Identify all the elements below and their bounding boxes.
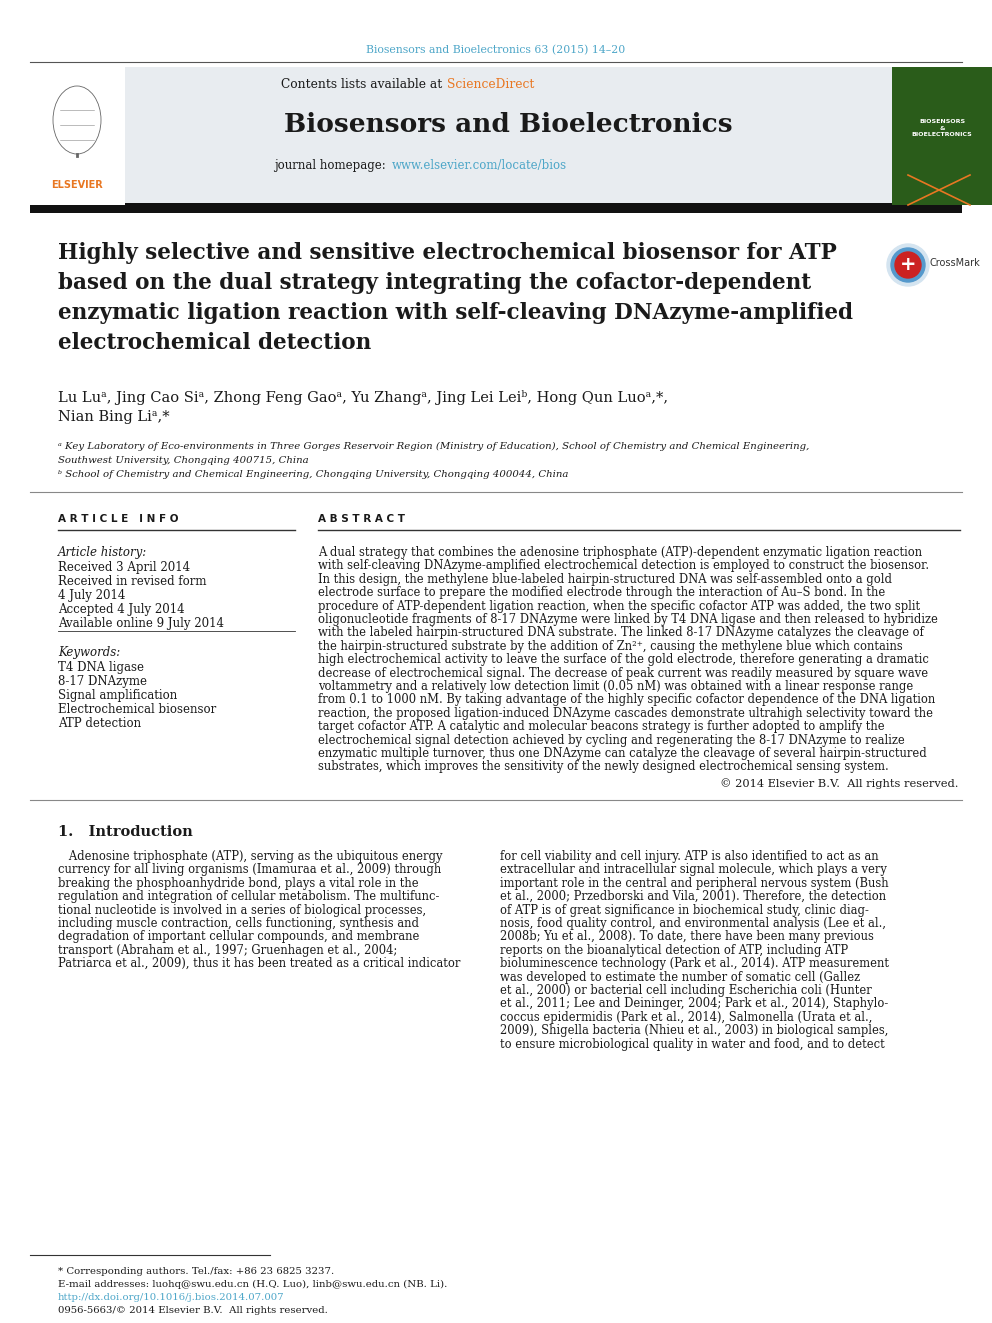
Text: regulation and integration of cellular metabolism. The multifunc-: regulation and integration of cellular m… — [58, 890, 439, 904]
Text: 8-17 DNAzyme: 8-17 DNAzyme — [58, 675, 147, 688]
Circle shape — [887, 243, 929, 286]
Text: 1.   Introduction: 1. Introduction — [58, 826, 192, 839]
Circle shape — [891, 247, 925, 282]
Text: Signal amplification: Signal amplification — [58, 689, 178, 703]
Text: reports on the bioanalytical detection of ATP, including ATP: reports on the bioanalytical detection o… — [500, 943, 848, 957]
Text: bioluminescence technology (Park et al., 2014). ATP measurement: bioluminescence technology (Park et al.,… — [500, 958, 889, 970]
Text: Keywords:: Keywords: — [58, 646, 120, 659]
Text: A dual strategy that combines the adenosine triphosphate (ATP)-dependent enzymat: A dual strategy that combines the adenos… — [318, 546, 923, 560]
Text: decrease of electrochemical signal. The decrease of peak current was readily mea: decrease of electrochemical signal. The … — [318, 667, 929, 680]
Bar — [30, 67, 125, 205]
Text: E-mail addresses: luohq@swu.edu.cn (H.Q. Luo), linb@swu.edu.cn (NB. Li).: E-mail addresses: luohq@swu.edu.cn (H.Q.… — [58, 1279, 447, 1289]
Text: et al., 2000) or bacterial cell including Escherichia coli (Hunter: et al., 2000) or bacterial cell includin… — [500, 984, 872, 998]
Text: In this design, the methylene blue-labeled hairpin-structured DNA was self-assem: In this design, the methylene blue-label… — [318, 573, 892, 586]
Text: electrochemical detection: electrochemical detection — [58, 332, 371, 355]
Text: ATP detection: ATP detection — [58, 717, 141, 730]
Text: with self-cleaving DNAzyme-amplified electrochemical detection is employed to co: with self-cleaving DNAzyme-amplified ele… — [318, 560, 930, 573]
Text: journal homepage:: journal homepage: — [275, 159, 390, 172]
Text: ELSEVIER: ELSEVIER — [52, 180, 103, 191]
Text: T4 DNA ligase: T4 DNA ligase — [58, 662, 144, 673]
Text: Southwest University, Chongqing 400715, China: Southwest University, Chongqing 400715, … — [58, 456, 309, 464]
Circle shape — [895, 251, 921, 278]
Text: Biosensors and Bioelectronics 63 (2015) 14–20: Biosensors and Bioelectronics 63 (2015) … — [366, 45, 626, 56]
Text: Article history:: Article history: — [58, 546, 147, 560]
Text: of ATP is of great significance in biochemical study, clinic diag-: of ATP is of great significance in bioch… — [500, 904, 869, 917]
Text: electrode surface to prepare the modified electrode through the interaction of A: electrode surface to prepare the modifie… — [318, 586, 885, 599]
Text: breaking the phosphoanhydride bond, plays a vital role in the: breaking the phosphoanhydride bond, play… — [58, 877, 419, 890]
Text: Received 3 April 2014: Received 3 April 2014 — [58, 561, 190, 574]
Text: coccus epidermidis (Park et al., 2014), Salmonella (Urata et al.,: coccus epidermidis (Park et al., 2014), … — [500, 1011, 872, 1024]
Text: * Corresponding authors. Tel./fax: +86 23 6825 3237.: * Corresponding authors. Tel./fax: +86 2… — [58, 1267, 334, 1275]
Text: A R T I C L E   I N F O: A R T I C L E I N F O — [58, 515, 179, 524]
Text: extracellular and intracellular signal molecule, which plays a very: extracellular and intracellular signal m… — [500, 864, 887, 876]
Text: BIOSENSORS
&
BIOELECTRONICS: BIOSENSORS & BIOELECTRONICS — [912, 119, 972, 138]
Text: currency for all living organisms (Imamuraa et al., 2009) through: currency for all living organisms (Imamu… — [58, 864, 441, 876]
Text: voltammetry and a relatively low detection limit (0.05 nM) was obtained with a l: voltammetry and a relatively low detecti… — [318, 680, 914, 693]
Text: target cofactor ATP. A catalytic and molecular beacons strategy is further adopt: target cofactor ATP. A catalytic and mol… — [318, 720, 885, 733]
Text: based on the dual strategy integrating the cofactor-dependent: based on the dual strategy integrating t… — [58, 273, 811, 294]
Text: enzymatic multiple turnover, thus one DNAzyme can catalyze the cleavage of sever: enzymatic multiple turnover, thus one DN… — [318, 747, 927, 759]
Text: transport (Abraham et al., 1997; Gruenhagen et al., 2004;: transport (Abraham et al., 1997; Gruenha… — [58, 943, 397, 957]
Text: from 0.1 to 1000 nM. By taking advantage of the highly specific cofactor depende: from 0.1 to 1000 nM. By taking advantage… — [318, 693, 935, 706]
Text: ScienceDirect: ScienceDirect — [447, 78, 535, 91]
Text: 4 July 2014: 4 July 2014 — [58, 589, 125, 602]
Text: Patriarca et al., 2009), thus it has been treated as a critical indicator: Patriarca et al., 2009), thus it has bee… — [58, 958, 460, 970]
Text: 2008b; Yu et al., 2008). To date, there have been many previous: 2008b; Yu et al., 2008). To date, there … — [500, 930, 874, 943]
Text: Accepted 4 July 2014: Accepted 4 July 2014 — [58, 603, 185, 617]
Bar — [30, 202, 962, 213]
Text: nosis, food quality control, and environmental analysis (Lee et al.,: nosis, food quality control, and environ… — [500, 917, 886, 930]
Text: electrochemical signal detection achieved by cycling and regenerating the 8-17 D: electrochemical signal detection achieve… — [318, 733, 905, 746]
Text: Available online 9 July 2014: Available online 9 July 2014 — [58, 617, 224, 630]
Text: high electrochemical activity to leave the surface of the gold electrode, theref: high electrochemical activity to leave t… — [318, 654, 929, 667]
Text: degradation of important cellular compounds, and membrane: degradation of important cellular compou… — [58, 930, 420, 943]
Text: enzymatic ligation reaction with self-cleaving DNAzyme-amplified: enzymatic ligation reaction with self-cl… — [58, 302, 853, 324]
Text: was developed to estimate the number of somatic cell (Gallez: was developed to estimate the number of … — [500, 971, 860, 983]
Text: Lu Luᵃ, Jing Cao Siᵃ, Zhong Feng Gaoᵃ, Yu Zhangᵃ, Jing Lei Leiᵇ, Hong Qun Luoᵃ,*: Lu Luᵃ, Jing Cao Siᵃ, Zhong Feng Gaoᵃ, Y… — [58, 390, 669, 405]
Text: Highly selective and sensitive electrochemical biosensor for ATP: Highly selective and sensitive electroch… — [58, 242, 836, 265]
Text: http://dx.doi.org/10.1016/j.bios.2014.07.007: http://dx.doi.org/10.1016/j.bios.2014.07… — [58, 1293, 285, 1302]
Text: A B S T R A C T: A B S T R A C T — [318, 515, 405, 524]
Text: et al., 2000; Przedborski and Vila, 2001). Therefore, the detection: et al., 2000; Przedborski and Vila, 2001… — [500, 890, 886, 904]
Text: 2009), Shigella bacteria (Nhieu et al., 2003) in biological samples,: 2009), Shigella bacteria (Nhieu et al., … — [500, 1024, 889, 1037]
Text: Received in revised form: Received in revised form — [58, 576, 206, 587]
Text: the hairpin-structured substrate by the addition of Zn²⁺, causing the methylene : the hairpin-structured substrate by the … — [318, 640, 903, 652]
Text: CrossMark: CrossMark — [930, 258, 981, 269]
Text: www.elsevier.com/locate/bios: www.elsevier.com/locate/bios — [392, 159, 567, 172]
Text: ᵇ School of Chemistry and Chemical Engineering, Chongqing University, Chongqing : ᵇ School of Chemistry and Chemical Engin… — [58, 470, 568, 479]
Text: procedure of ATP-dependent ligation reaction, when the specific cofactor ATP was: procedure of ATP-dependent ligation reac… — [318, 599, 921, 613]
Text: to ensure microbiological quality in water and food, and to detect: to ensure microbiological quality in wat… — [500, 1037, 885, 1050]
Text: for cell viability and cell injury. ATP is also identified to act as an: for cell viability and cell injury. ATP … — [500, 849, 879, 863]
Bar — [892, 67, 992, 205]
Bar — [125, 67, 892, 205]
Text: oligonucleotide fragments of 8-17 DNAzyme were linked by T4 DNA ligase and then : oligonucleotide fragments of 8-17 DNAzym… — [318, 613, 937, 626]
Text: Nian Bing Liᵃ,*: Nian Bing Liᵃ,* — [58, 410, 170, 423]
Text: reaction, the proposed ligation-induced DNAzyme cascades demonstrate ultrahigh s: reaction, the proposed ligation-induced … — [318, 706, 933, 720]
Text: Biosensors and Bioelectronics: Biosensors and Bioelectronics — [284, 112, 732, 138]
Text: including muscle contraction, cells functioning, synthesis and: including muscle contraction, cells func… — [58, 917, 419, 930]
Text: Contents lists available at: Contents lists available at — [281, 78, 446, 91]
Text: +: + — [900, 255, 917, 274]
Text: 0956-5663/© 2014 Elsevier B.V.  All rights reserved.: 0956-5663/© 2014 Elsevier B.V. All right… — [58, 1306, 328, 1315]
Text: substrates, which improves the sensitivity of the newly designed electrochemical: substrates, which improves the sensitivi… — [318, 761, 889, 774]
Text: tional nucleotide is involved in a series of biological processes,: tional nucleotide is involved in a serie… — [58, 904, 427, 917]
Text: Adenosine triphosphate (ATP), serving as the ubiquitous energy: Adenosine triphosphate (ATP), serving as… — [58, 849, 442, 863]
Text: ᵃ Key Laboratory of Eco-environments in Three Gorges Reservoir Region (Ministry : ᵃ Key Laboratory of Eco-environments in … — [58, 442, 809, 451]
Text: Electrochemical biosensor: Electrochemical biosensor — [58, 703, 216, 716]
Text: with the labeled hairpin-structured DNA substrate. The linked 8-17 DNAzyme catal: with the labeled hairpin-structured DNA … — [318, 626, 924, 639]
Text: et al., 2011; Lee and Deininger, 2004; Park et al., 2014), Staphylo-: et al., 2011; Lee and Deininger, 2004; P… — [500, 998, 888, 1011]
Text: important role in the central and peripheral nervous system (Bush: important role in the central and periph… — [500, 877, 889, 890]
Text: © 2014 Elsevier B.V.  All rights reserved.: © 2014 Elsevier B.V. All rights reserved… — [719, 778, 958, 789]
